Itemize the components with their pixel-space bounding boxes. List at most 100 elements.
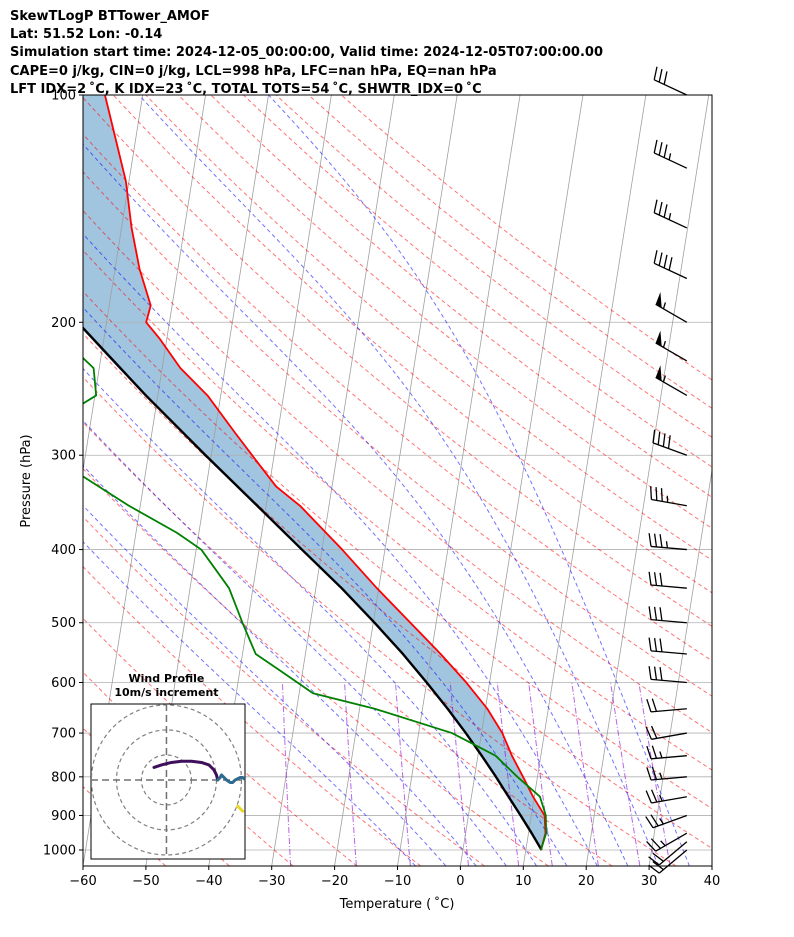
x-tick-label: −10 bbox=[384, 874, 411, 889]
mixing-ratio-line bbox=[496, 682, 520, 866]
wind-barb bbox=[648, 637, 687, 655]
isotherm-line bbox=[522, 95, 647, 866]
dry-adiabat bbox=[340, 95, 712, 381]
stability-text: LFT IDX=2 ˚C, K IDX=23 ˚C, TOTAL TOTS=54… bbox=[10, 81, 482, 97]
x-tick-label: −20 bbox=[321, 874, 348, 889]
y-tick-label: 600 bbox=[51, 676, 76, 691]
wind-barb bbox=[653, 250, 688, 280]
title-line: SkewTLogP BTTower_AMOF bbox=[10, 9, 210, 24]
dry-adiabat bbox=[308, 95, 712, 409]
moist-adiabat bbox=[138, 95, 660, 866]
moist-adiabat bbox=[83, 419, 507, 866]
wind-barb bbox=[655, 330, 688, 362]
isotherm-line bbox=[711, 863, 712, 866]
location-line: Lat: 51.52 Lon: -0.14 bbox=[10, 27, 163, 43]
y-tick-label: 900 bbox=[51, 809, 76, 824]
mixing-ratio-line bbox=[395, 682, 411, 866]
hodograph-subtitle: 10m/s increment bbox=[114, 686, 218, 699]
wind-barb bbox=[653, 199, 688, 229]
moist-adiabat bbox=[83, 504, 447, 866]
wind-barb bbox=[648, 841, 688, 866]
dry-adiabat bbox=[83, 421, 613, 866]
stability-line: LFT IDX=2 ˚C, K IDX=23 ˚C, TOTAL TOTS=54… bbox=[10, 81, 603, 99]
mixing-ratio-line bbox=[344, 682, 357, 866]
isotherm-line bbox=[585, 95, 710, 866]
dry-adiabat bbox=[83, 209, 712, 734]
cape-shading bbox=[83, 95, 546, 850]
wind-barb bbox=[653, 139, 688, 169]
mixing-ratio-line bbox=[281, 682, 292, 866]
isotherm-line bbox=[0, 95, 80, 866]
hodograph-trace bbox=[216, 773, 245, 784]
hodograph-trace bbox=[152, 759, 220, 782]
wind-barb bbox=[646, 832, 688, 852]
mixing-ratio-line bbox=[610, 682, 641, 866]
chart-header: SkewTLogP BTTower_AMOF Lat: 51.52 Lon: -… bbox=[10, 8, 603, 99]
y-tick-label: 1000 bbox=[43, 844, 76, 859]
isotherm-line bbox=[648, 467, 712, 866]
wind-barb bbox=[653, 66, 688, 96]
dry-adiabat bbox=[83, 171, 712, 697]
isotherm-line bbox=[0, 95, 17, 866]
moist-adiabat bbox=[83, 143, 629, 866]
dry-adiabat bbox=[83, 332, 712, 849]
dry-adiabat bbox=[83, 249, 712, 771]
isotherm-line bbox=[271, 95, 395, 866]
x-axis-label: Temperature ( ˚C) bbox=[339, 896, 455, 912]
time-line: Simulation start time: 2024-12-05_00:00:… bbox=[10, 45, 603, 61]
isotherm-line bbox=[334, 95, 458, 866]
mixing-ratio-line bbox=[638, 682, 671, 866]
x-tick-label: 10 bbox=[515, 874, 532, 889]
y-tick-label: 500 bbox=[51, 616, 76, 631]
wind-barb bbox=[645, 789, 687, 804]
wind-barb bbox=[648, 666, 687, 684]
x-tick-label: −50 bbox=[132, 874, 159, 889]
dewpoint-profile-line bbox=[83, 356, 548, 851]
dry-adiabat bbox=[83, 376, 677, 866]
x-tick-label: 0 bbox=[456, 874, 464, 889]
y-tick-label: 100 bbox=[51, 89, 76, 104]
dry-adiabat bbox=[83, 565, 422, 866]
wind-barb bbox=[646, 745, 687, 760]
y-tick-label: 700 bbox=[51, 727, 76, 742]
mixing-ratio-line bbox=[571, 682, 599, 866]
wind-barb bbox=[648, 571, 687, 589]
temperature-profile-line bbox=[104, 95, 547, 851]
isotherm-line bbox=[460, 95, 584, 866]
dry-adiabat bbox=[83, 467, 549, 866]
wind-barb bbox=[645, 814, 688, 829]
wind-barb bbox=[655, 292, 688, 323]
x-tick-label: −40 bbox=[195, 874, 222, 889]
hodograph-trace bbox=[236, 804, 245, 813]
y-tick-label: 200 bbox=[51, 316, 76, 331]
isotherm-line bbox=[83, 95, 144, 473]
y-tick-label: 300 bbox=[51, 449, 76, 464]
moist-adiabat bbox=[268, 95, 690, 866]
wind-barb bbox=[646, 698, 687, 713]
wind-barb bbox=[648, 533, 687, 551]
y-tick-label: 800 bbox=[51, 770, 76, 785]
dry-adiabat bbox=[145, 95, 712, 561]
dry-adiabat bbox=[83, 617, 358, 866]
wind-barb bbox=[652, 429, 688, 456]
moist-adiabat bbox=[83, 367, 537, 866]
y-tick-label: 400 bbox=[51, 543, 76, 558]
hodograph-title: Wind Profile bbox=[129, 672, 205, 685]
x-tick-label: −30 bbox=[258, 874, 285, 889]
x-tick-label: 20 bbox=[578, 874, 595, 889]
hodograph-frame bbox=[90, 703, 246, 860]
wind-barb bbox=[645, 725, 687, 740]
moist-adiabat bbox=[83, 464, 477, 866]
y-axis-label: Pressure (hPa) bbox=[19, 434, 34, 527]
dry-adiabat bbox=[83, 96, 712, 627]
dry-adiabat bbox=[177, 95, 712, 529]
isotherm-line bbox=[397, 95, 521, 866]
wind-barb bbox=[648, 606, 687, 624]
mixing-ratio-line bbox=[449, 682, 470, 866]
wind-barb bbox=[650, 486, 687, 507]
wind-barb bbox=[646, 766, 687, 781]
mixing-ratio-line bbox=[528, 682, 553, 866]
dry-adiabat bbox=[275, 95, 712, 438]
